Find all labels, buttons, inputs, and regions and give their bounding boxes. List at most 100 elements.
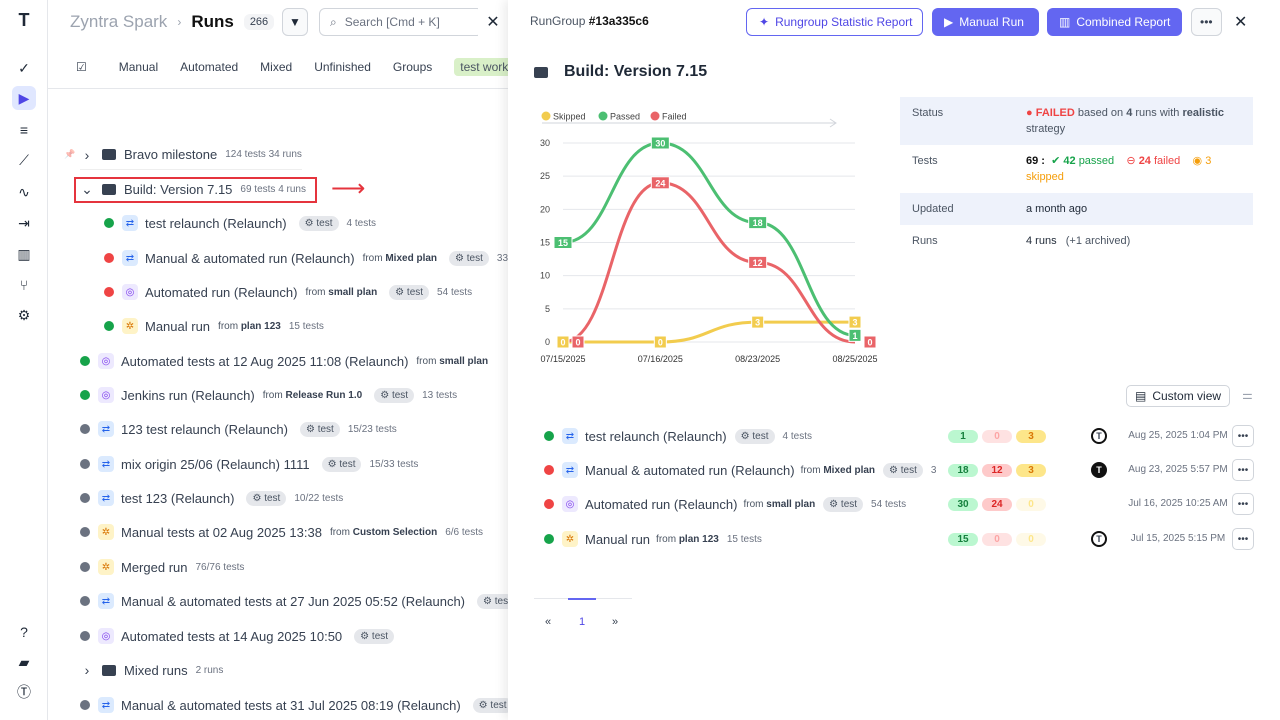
run-row[interactable]: ⇄ test relaunch (Relaunch) ⚙ test 4 tests — [104, 208, 376, 238]
folder-icon[interactable]: ▰ — [18, 653, 30, 670]
y-tick-label: 5 — [545, 304, 550, 314]
check-icon[interactable]: ✓ — [18, 59, 30, 76]
tag-label: test — [317, 423, 334, 435]
relaunch-run-icon: ⇄ — [122, 250, 138, 266]
run-row[interactable]: ◎ Automated tests at 14 Aug 2025 10:50 ⚙ t… — [80, 621, 395, 651]
run-test-count: 3 — [930, 464, 937, 476]
search-input[interactable]: ⌕ Search [Cmd + K] — [319, 8, 483, 36]
skipped-count-pill: 3 — [1016, 463, 1046, 477]
tab-unfinished[interactable]: Unfinished — [314, 60, 371, 74]
run-test-count: 4 tests — [346, 217, 376, 229]
run-row[interactable]: ⇄ Manual & automated run (Relaunch) from M… — [104, 243, 508, 273]
run-row[interactable]: ⇄ 123 test relaunch (Relaunch) ⚙ test 15/23… — [80, 414, 397, 444]
import-icon[interactable]: ⇥ — [18, 214, 30, 231]
run-more-button[interactable]: ••• — [1232, 425, 1254, 447]
more-options-button[interactable]: ••• — [1191, 8, 1222, 36]
run-more-button[interactable]: ••• — [1232, 528, 1254, 550]
run-row[interactable]: ✲ Manual tests at 02 Aug 2025 13:38 from C… — [80, 517, 483, 547]
chart-line-icon[interactable]: ⟋ — [19, 151, 29, 168]
run-source: from small plan — [416, 356, 488, 367]
branch-icon[interactable]: ⑂ — [19, 277, 29, 293]
folder-meta: 69 tests 4 runs — [240, 183, 306, 195]
filter-button[interactable]: ▼ — [282, 8, 308, 36]
run-row[interactable]: ⇄ mix origin 25/06 (Relaunch) 1111 ⚙ test 1… — [80, 449, 418, 479]
auto-run-icon: ◎ — [98, 387, 114, 403]
group-title: Build: Version 7.15 — [534, 63, 707, 81]
run-name[interactable]: Manual run — [585, 531, 651, 547]
manual-run-button[interactable]: ▶ Manual Run — [932, 8, 1039, 36]
list-icon[interactable]: ≡ — [19, 122, 29, 138]
tag-chip: ⚙ test — [823, 496, 864, 512]
run-name[interactable]: Manual & automated run (Relaunch) — [585, 462, 795, 478]
tag-filter[interactable]: test work — [454, 58, 508, 76]
folder-row[interactable]: ⌄ Build: Version 7.15 69 tests 4 runs — [80, 174, 306, 204]
folder-row[interactable]: › Mixed runs 2 runs — [80, 655, 224, 685]
status-ok-icon — [104, 321, 114, 331]
settings-sliders-icon[interactable]: ⚌ — [1242, 388, 1253, 402]
group-run-row[interactable]: ⇄ test relaunch (Relaunch) ⚙ test 4 tests 1 0… — [508, 421, 1280, 451]
filter-icon: ▼ — [289, 15, 301, 29]
run-row[interactable]: ⇄ Manual & automated tests at 27 Jun 2025… — [80, 586, 508, 616]
tag-label: test — [316, 217, 333, 229]
close-search-button[interactable]: ✕ — [478, 8, 508, 36]
result-pills: 15 0 0 — [948, 532, 1050, 546]
custom-view-button[interactable]: ▤ Custom view — [1126, 385, 1231, 407]
page-title: Runs — [191, 12, 234, 31]
chevron-right-icon[interactable]: › — [84, 662, 90, 678]
select-all-icon[interactable]: ☑ — [76, 60, 87, 74]
manual-run-icon: ✲ — [562, 531, 578, 547]
y-tick-label: 0 — [545, 337, 550, 347]
run-row[interactable]: ◎ Automated tests at 12 Aug 2025 11:08 (R… — [80, 346, 488, 376]
close-panel-button[interactable]: ✕ — [1234, 14, 1248, 31]
run-test-count: 15 tests — [726, 533, 762, 545]
relaunch-run-icon: ⇄ — [98, 593, 114, 609]
logo-icon: T — [18, 9, 30, 30]
group-run-row[interactable]: ✲ Manual run from plan 123 15 tests 15 0 0 T Jul… — [508, 524, 1280, 554]
group-run-row[interactable]: ◎ Automated run (Relaunch) from small plan… — [508, 489, 1280, 519]
run-name[interactable]: test relaunch (Relaunch) — [585, 428, 727, 444]
run-row[interactable]: ⇄ test 123 (Relaunch) ⚙ test 10/22 tests — [80, 483, 343, 513]
report-icon[interactable]: ▥ — [17, 245, 31, 262]
run-name[interactable]: Automated run (Relaunch) — [585, 496, 738, 512]
folder-row[interactable]: 📌 › Bravo milestone 124 tests 34 runs — [64, 140, 302, 170]
tab-groups[interactable]: Groups — [392, 60, 433, 74]
tab-automated[interactable]: Automated — [180, 60, 239, 74]
run-row[interactable]: ◎ Jenkins run (Relaunch) from Release Run … — [80, 380, 457, 410]
tab-mixed[interactable]: Mixed — [260, 60, 293, 74]
manual-run-icon: ✲ — [98, 524, 114, 540]
status-ok-icon — [104, 218, 114, 228]
source-plan: small plan — [328, 286, 378, 298]
tab-manual[interactable]: Manual — [118, 60, 159, 74]
runs-icon[interactable]: ▶ — [12, 86, 36, 110]
chevron-down-icon[interactable]: ⌄ — [81, 180, 93, 197]
run-date: Aug 25, 2025 1:04 PM — [1128, 430, 1228, 441]
pagination-page-1[interactable]: 1 — [579, 616, 586, 628]
run-info: ⇄ Manual & automated run (Relaunch) from M… — [544, 462, 936, 478]
source-plan: Custom Selection — [352, 526, 438, 538]
pagination-next[interactable]: » — [612, 616, 619, 628]
run-row[interactable]: ◎ Automated run (Relaunch) from small plan… — [104, 277, 472, 307]
group-run-row[interactable]: ⇄ Manual & automated run (Relaunch) from M… — [508, 455, 1280, 485]
search-placeholder: Search [Cmd + K] — [344, 15, 440, 29]
pagination-prev[interactable]: « — [545, 616, 552, 628]
failed-count-pill: 24 — [982, 497, 1012, 511]
run-test-count: 10/22 tests — [294, 492, 344, 504]
run-row[interactable]: ✲ Manual run from plan 123 15 tests — [104, 311, 324, 341]
run-test-count: 54 tests — [871, 498, 907, 510]
run-row[interactable]: ⇄ Manual & automated tests at 31 Jul 2025… — [80, 690, 508, 720]
help-icon[interactable]: ? — [20, 624, 28, 640]
chevron-right-icon[interactable]: › — [84, 146, 90, 163]
run-more-button[interactable]: ••• — [1232, 493, 1254, 515]
settings-icon[interactable]: ⚙ — [17, 306, 31, 323]
run-info: ⇄ test relaunch (Relaunch) ⚙ test 4 tests — [544, 428, 812, 444]
y-tick-label: 20 — [540, 204, 550, 214]
run-test-count: 13 tests — [422, 389, 458, 401]
rungroup-statistic-report-button[interactable]: ✦ Rungroup Statistic Report — [746, 8, 923, 36]
run-more-button[interactable]: ••• — [1232, 459, 1254, 481]
run-row[interactable]: ✲ Merged run 76/76 tests — [80, 552, 244, 582]
pin-icon[interactable]: 📌 — [64, 149, 76, 159]
combined-report-button[interactable]: ▥ Combined Report — [1047, 8, 1182, 36]
pulse-icon[interactable]: ∿ — [18, 183, 30, 200]
breadcrumb-org[interactable]: Zyntra Spark — [70, 12, 168, 31]
avatar-icon[interactable]: Ⓣ — [17, 684, 31, 700]
